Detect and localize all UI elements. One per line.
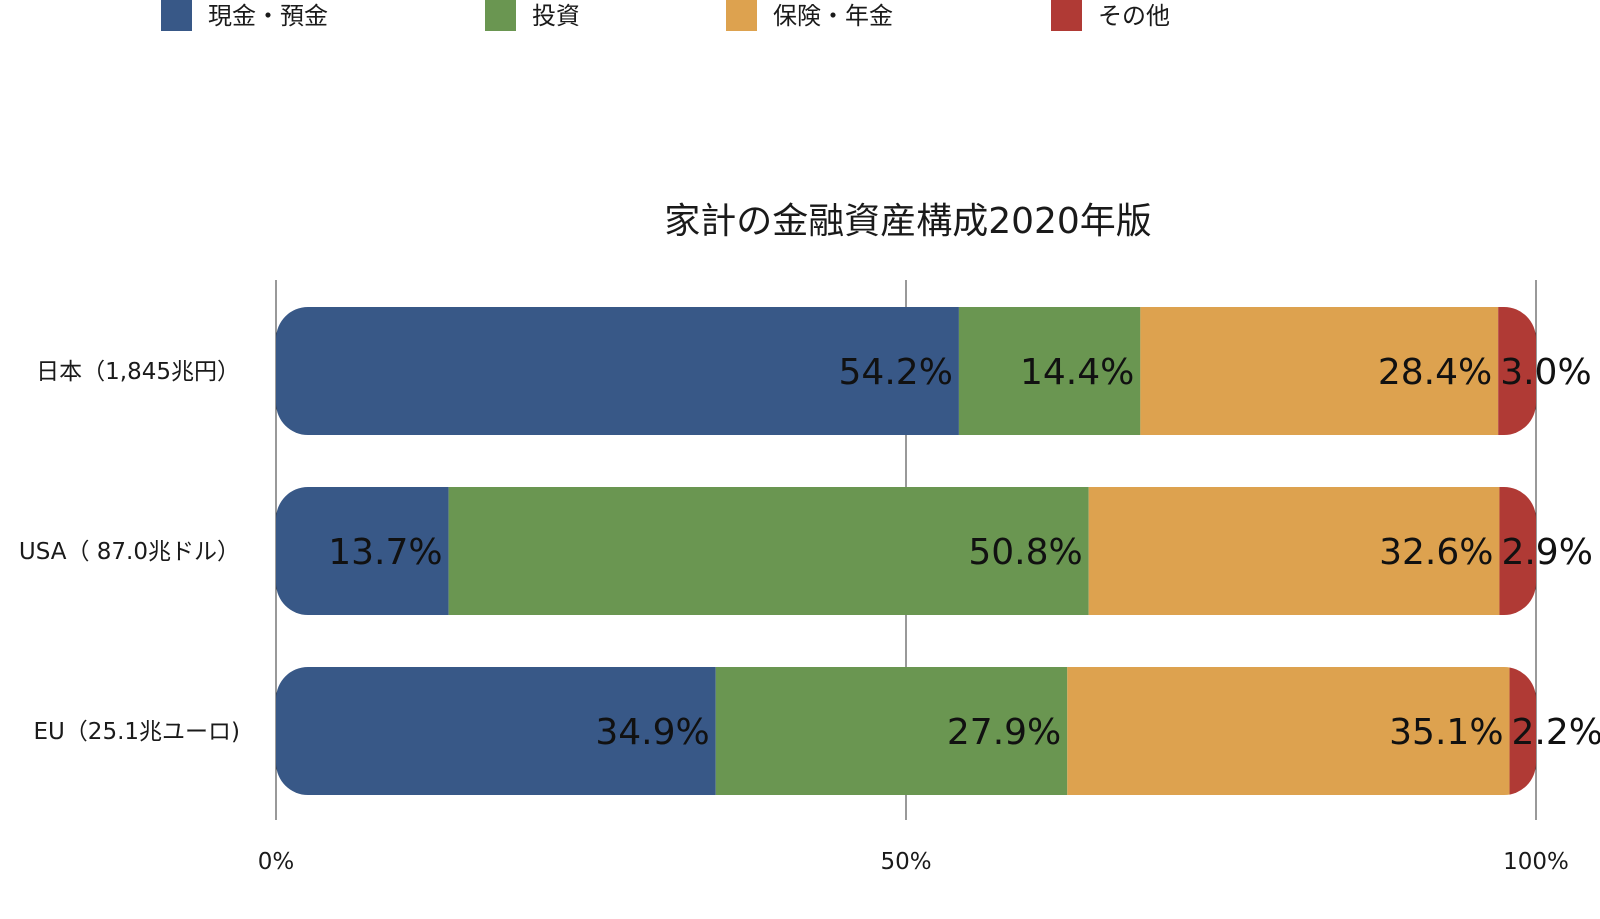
- bar-row: [276, 487, 1536, 615]
- legend-swatch: [161, 0, 192, 31]
- legend-label: その他: [1098, 2, 1170, 30]
- bar-segment: [1499, 487, 1536, 615]
- bar-segment: [1498, 307, 1536, 435]
- bar-segment: [1088, 487, 1500, 615]
- bar-segment: [1067, 667, 1510, 795]
- x-tick-label: 0%: [258, 849, 295, 875]
- data-label: 32.6%: [1379, 532, 1493, 573]
- category-label: 日本（1,845兆円）: [36, 359, 240, 385]
- bar-row: [276, 307, 1536, 435]
- category-labels: 日本（1,845兆円） USA（ 87.0兆ドル） EU（25.1兆ユーロ): [19, 359, 240, 745]
- data-label: 34.9%: [595, 712, 709, 753]
- bar-segment: [276, 487, 449, 615]
- legend-swatch: [1051, 0, 1082, 31]
- bars: 54.2% 14.4% 28.4% 3.0% 13.7% 50.8% 32.6% 2.9% 34…: [276, 307, 1600, 795]
- legend-swatch: [726, 0, 757, 31]
- bar-segment: [1509, 667, 1536, 795]
- data-label: 35.1%: [1389, 712, 1503, 753]
- legend: 現金・預金 投資 保険・年金 その他: [161, 0, 1170, 31]
- x-tick-label: 50%: [880, 849, 931, 875]
- bar-segment: [715, 667, 1068, 795]
- category-label: USA（ 87.0兆ドル）: [19, 539, 240, 565]
- x-tick-label: 100%: [1503, 849, 1569, 875]
- bar-segment: [276, 307, 959, 435]
- data-label: 28.4%: [1378, 352, 1492, 393]
- bar-row: [276, 667, 1536, 795]
- data-label: 13.7%: [328, 532, 442, 573]
- bar-segment: [958, 307, 1141, 435]
- category-label: EU（25.1兆ユーロ): [33, 719, 240, 745]
- data-label: 54.2%: [839, 352, 953, 393]
- legend-swatch: [485, 0, 516, 31]
- bar-segment: [276, 667, 716, 795]
- legend-label: 保険・年金: [773, 2, 893, 30]
- data-label: 50.8%: [968, 532, 1082, 573]
- legend-label: 投資: [532, 2, 580, 30]
- bar-segment: [448, 487, 1089, 615]
- bar-segment: [1140, 307, 1499, 435]
- data-label: 14.4%: [1020, 352, 1134, 393]
- chart-title: 家計の金融資産構成2020年版: [664, 201, 1152, 242]
- data-label: 2.2%: [1512, 712, 1600, 753]
- legend-label: 現金・預金: [208, 2, 328, 30]
- data-label: 27.9%: [947, 712, 1061, 753]
- x-tick-labels: 0% 50% 100%: [258, 849, 1569, 875]
- data-label: 2.9%: [1501, 532, 1592, 573]
- data-label: 3.0%: [1500, 352, 1591, 393]
